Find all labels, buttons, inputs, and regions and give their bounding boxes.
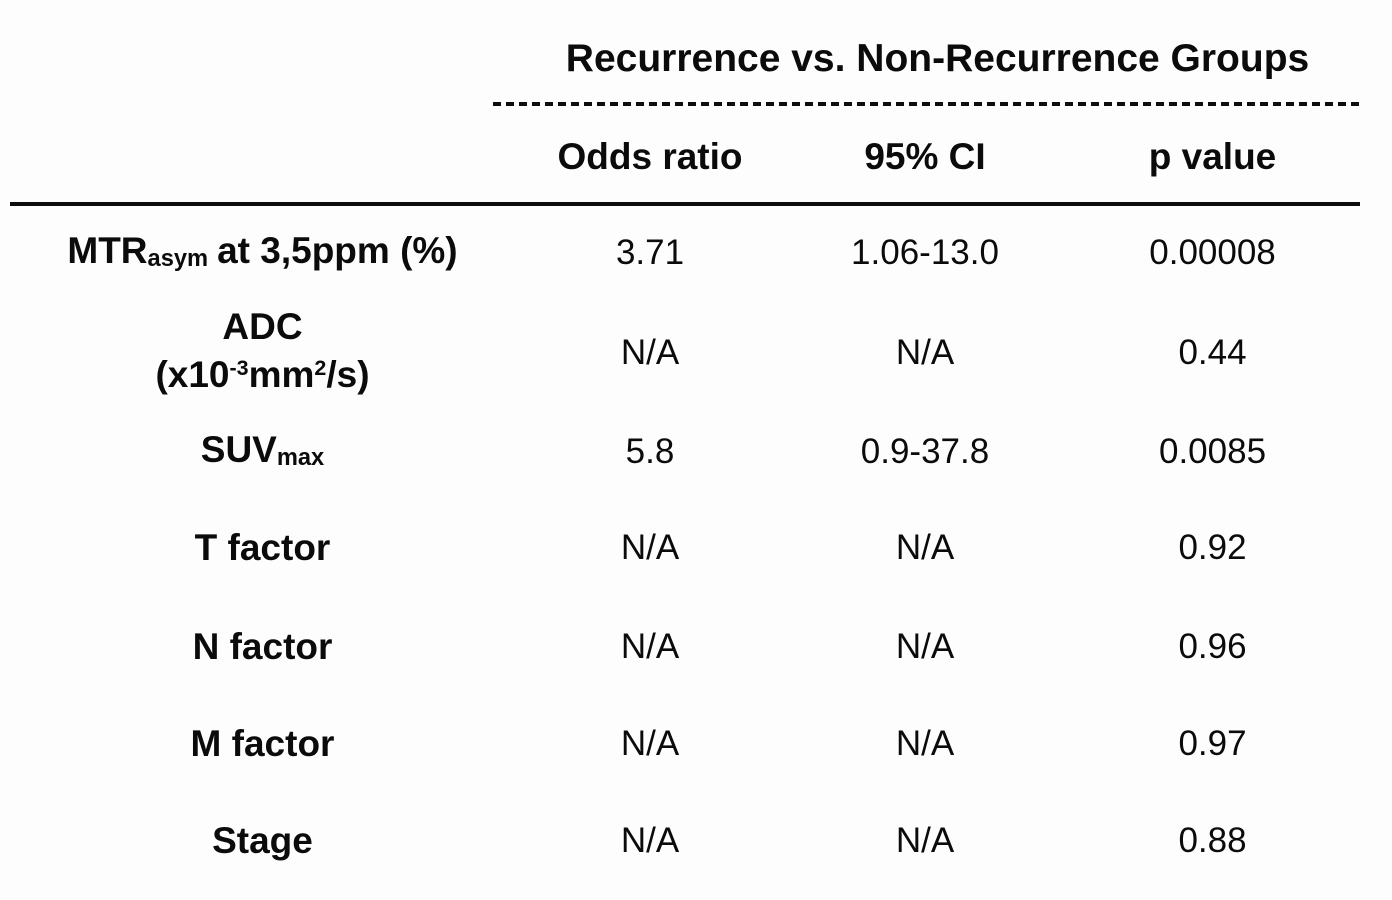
group-header-row: Recurrence vs. Non-Recurrence Groups [10,36,1361,106]
cell-odds-ratio: N/A [620,723,680,763]
superscript-2: 2 [314,356,327,381]
cell-p-value: 0.96 [1178,626,1247,666]
row-label-text: ADC [222,305,303,347]
cell-ci: N/A [895,333,955,372]
cell-ci: N/A [895,723,955,763]
subscript-max: max [276,444,325,471]
cell-p-value: 0.44 [1178,333,1247,372]
column-header-p-value: p value [1065,106,1361,206]
cell-ci: N/A [895,626,955,666]
row-label-t-factor: T factor [194,527,331,568]
table-row-adc: ADC (x10-3mm2/s) N/A N/A 0.44 [10,300,1360,406]
cell-odds-ratio: N/A [620,821,680,860]
column-header-row: Odds ratio 95% CI p value [10,106,1361,206]
table-row-m-factor: M factor N/A N/A 0.97 [10,695,1360,792]
row-label-m-factor: M factor [190,722,335,764]
cell-ci: N/A [895,821,955,860]
cell-odds-ratio: N/A [620,528,680,567]
row-label-text: at 3,5ppm (%) [217,229,458,271]
dashed-divider [493,102,1361,106]
cell-p-value: 0.88 [1178,821,1247,860]
subscript-asym: asym [147,245,209,272]
row-label-stage: Stage [212,820,313,861]
superscript-minus3: -3 [229,356,249,381]
row-label-suv-max: SUVmax [10,406,515,498]
table-row-mtr-asym: MTRasym at 3,5ppm (%) 3.71 1.06-13.0 0.00… [10,204,1360,300]
column-header-ci: 95% CI [785,106,1065,206]
row-label-text: SUV [200,428,277,470]
cell-p-value: 0.00008 [1149,233,1276,272]
cell-p-value: 0.92 [1178,528,1247,567]
table-row-t-factor: T factor N/A N/A 0.92 [10,498,1360,598]
cell-p-value: 0.0085 [1158,432,1267,471]
cell-ci: 0.9-37.8 [860,432,990,471]
cell-p-value: 0.97 [1178,723,1247,763]
table-group-title: Recurrence vs. Non-Recurrence Groups [565,37,1310,80]
column-header-odds-ratio: Odds ratio [515,106,785,206]
spacer-cell [10,106,515,206]
table-row-stage: Stage N/A N/A 0.88 [10,792,1360,890]
cell-odds-ratio: 3.71 [615,233,685,272]
row-label-n-factor: N factor [192,625,333,667]
row-label-text: MTR [67,229,148,271]
cell-odds-ratio: N/A [620,333,680,372]
row-label-adc: ADC (x10-3mm2/s) [10,300,515,406]
table-row-n-factor: N factor N/A N/A 0.96 [10,598,1360,695]
table-row-suv-max: SUVmax 5.8 0.9-37.8 0.0085 [10,406,1360,498]
row-label-mtr-asym: MTRasym at 3,5ppm (%) [10,204,515,300]
results-table: Recurrence vs. Non-Recurrence Groups Odd… [10,36,1361,890]
cell-ci: N/A [895,528,955,567]
cell-odds-ratio: N/A [620,626,680,666]
table-group-header: Recurrence vs. Non-Recurrence Groups [493,36,1361,106]
cell-odds-ratio: 5.8 [625,432,675,471]
spacer-cell [10,36,515,106]
cell-ci: 1.06-13.0 [851,233,999,272]
row-label-units: (x10-3mm2/s) [155,353,370,395]
